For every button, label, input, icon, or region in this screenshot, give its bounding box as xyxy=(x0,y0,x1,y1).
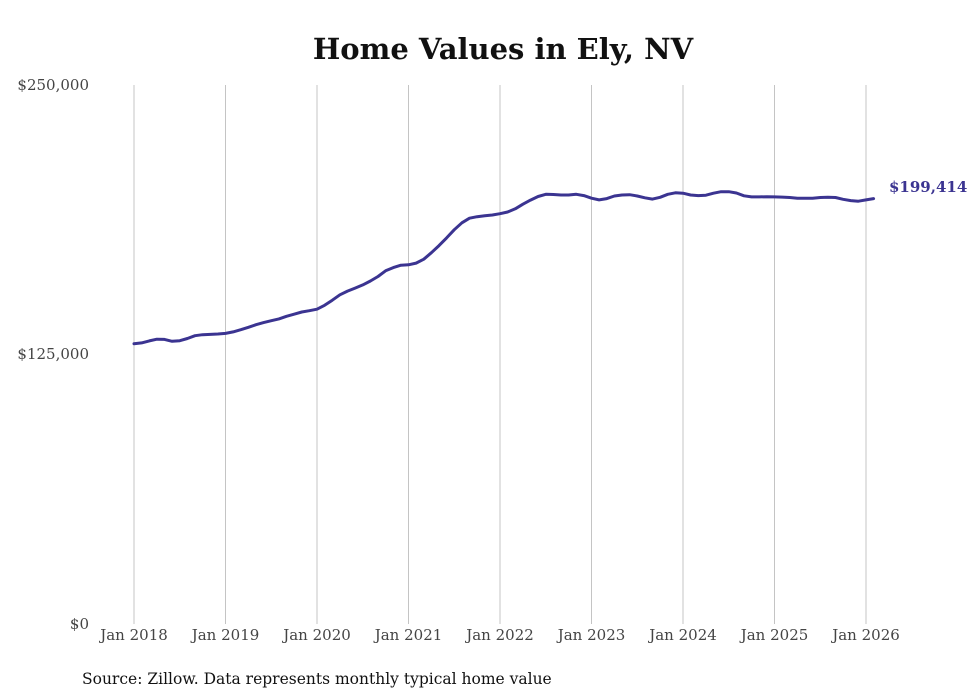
x-tick-label: Jan 2020 xyxy=(281,626,351,644)
x-tick-label: Jan 2021 xyxy=(373,626,443,644)
source-note: Source: Zillow. Data represents monthly … xyxy=(82,670,552,688)
chart-title: Home Values in Ely, NV xyxy=(313,32,694,66)
x-axis-ticks: Jan 2018 Jan 2019 Jan 2020 Jan 2021 Jan 2022… xyxy=(98,626,900,644)
y-tick-label-0: $0 xyxy=(70,615,89,633)
x-tick-label: Jan 2024 xyxy=(647,626,717,644)
x-tick-label: Jan 2023 xyxy=(556,626,626,644)
x-tick-label: Jan 2026 xyxy=(830,626,900,644)
x-tick-label: Jan 2019 xyxy=(190,626,260,644)
series-line-home-value xyxy=(132,190,876,346)
x-tick-label: Jan 2022 xyxy=(464,626,534,644)
y-tick-label-250000: $250,000 xyxy=(17,76,89,94)
x-tick-label: Jan 2025 xyxy=(739,626,809,644)
last-value-label: $199,414 xyxy=(889,178,967,196)
gridlines xyxy=(133,85,867,624)
y-tick-label-125000: $125,000 xyxy=(17,345,89,363)
x-tick-label: Jan 2018 xyxy=(98,626,168,644)
